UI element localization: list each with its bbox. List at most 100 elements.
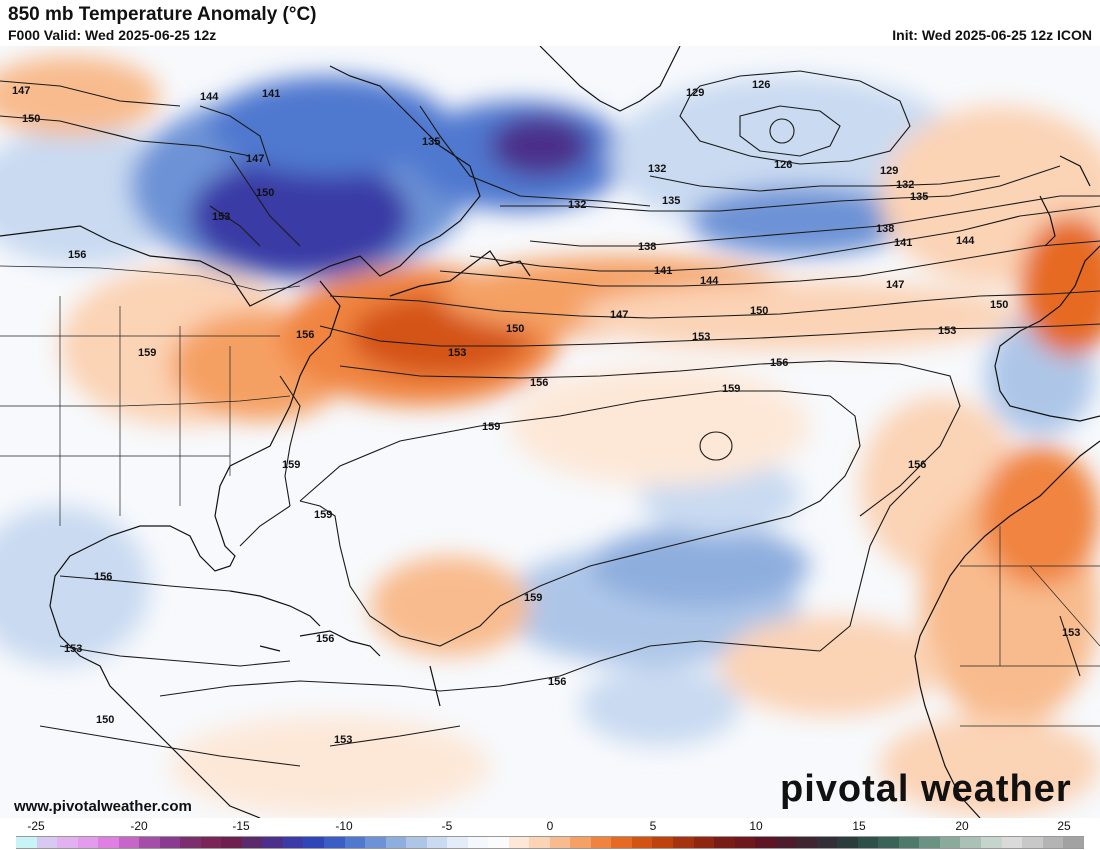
contour-label: 132 bbox=[648, 163, 666, 175]
contour-label: 156 bbox=[770, 357, 788, 369]
contour-label: 156 bbox=[530, 377, 548, 389]
contour-label: 141 bbox=[262, 88, 280, 100]
colorbar-swatch bbox=[611, 837, 632, 848]
colorbar-swatch bbox=[118, 837, 140, 848]
colorbar-swatch bbox=[673, 837, 694, 848]
contour-label: 138 bbox=[638, 241, 656, 253]
colorbar-swatch bbox=[878, 837, 899, 848]
contour-label: 159 bbox=[482, 421, 500, 433]
colorbar-swatch bbox=[734, 837, 756, 848]
colorbar-swatch bbox=[796, 837, 817, 848]
valid-time-label: F000 Valid: Wed 2025-06-25 12z bbox=[8, 27, 217, 43]
colorbar-swatch bbox=[1042, 837, 1064, 848]
colorbar-swatch bbox=[775, 837, 797, 848]
colorbar-swatch bbox=[385, 837, 407, 848]
init-time-label: Init: Wed 2025-06-25 12z ICON bbox=[892, 27, 1092, 43]
contour-label: 159 bbox=[524, 592, 542, 604]
colorbar-swatch bbox=[1063, 837, 1084, 848]
colorbar-swatch bbox=[1001, 837, 1023, 848]
colorbar-swatch bbox=[139, 837, 160, 848]
colorbar-swatch bbox=[36, 837, 58, 848]
contour-label: 156 bbox=[94, 571, 112, 583]
colorbar-swatch bbox=[303, 837, 324, 848]
colorbar-swatch bbox=[221, 837, 242, 848]
contour-label: 150 bbox=[750, 305, 768, 317]
colorbar-swatch bbox=[180, 837, 201, 848]
contour-label: 147 bbox=[246, 153, 264, 165]
map-header: 850 mb Temperature Anomaly (°C) F000 Val… bbox=[0, 0, 1100, 46]
colorbar-swatch bbox=[714, 837, 735, 848]
contour-labels: 147 150 144 141 147 150 153 135 156 132 … bbox=[12, 79, 1080, 746]
contour-label: 126 bbox=[774, 159, 792, 171]
contour-label: 129 bbox=[686, 87, 704, 99]
contour-label: 153 bbox=[212, 211, 230, 223]
contour-label: 153 bbox=[1062, 627, 1080, 639]
colorbar-label: 5 bbox=[649, 819, 657, 833]
colorbar-swatch bbox=[960, 837, 981, 848]
colorbar-swatch bbox=[406, 837, 427, 848]
colorbar-swatch bbox=[693, 837, 715, 848]
contour-label: 153 bbox=[334, 734, 352, 746]
height-contours bbox=[0, 70, 1100, 767]
contour-label: 141 bbox=[894, 237, 912, 249]
colorbar-swatch bbox=[16, 837, 37, 848]
anomaly-shading bbox=[0, 56, 1100, 816]
colorbar-strip bbox=[16, 836, 1084, 849]
contour-label: 156 bbox=[316, 633, 334, 645]
map-title: 850 mb Temperature Anomaly (°C) bbox=[8, 4, 317, 25]
contour-label: 153 bbox=[692, 331, 710, 343]
colorbar-label: -15 bbox=[232, 819, 250, 833]
contour-label: 135 bbox=[910, 191, 928, 203]
colorbar-swatch bbox=[857, 837, 879, 848]
contour-label: 138 bbox=[876, 223, 894, 235]
colorbar-label: 15 bbox=[852, 819, 866, 833]
colorbar-swatch bbox=[200, 837, 222, 848]
contour-label: 144 bbox=[700, 275, 719, 287]
colorbar-label: -10 bbox=[335, 819, 353, 833]
contour-label: 159 bbox=[722, 383, 740, 395]
colorbar-swatch bbox=[344, 837, 366, 848]
borders bbox=[0, 265, 1100, 727]
colorbar-label: 0 bbox=[546, 819, 554, 833]
colorbar-label: 10 bbox=[749, 819, 763, 833]
contour-label: 147 bbox=[886, 279, 904, 291]
contour-label: 156 bbox=[68, 249, 86, 261]
contour-label: 144 bbox=[200, 91, 219, 103]
colorbar-swatch bbox=[816, 837, 838, 848]
colorbar-swatch bbox=[1022, 837, 1043, 848]
contour-label: 147 bbox=[12, 85, 30, 97]
colorbar-swatch bbox=[365, 837, 386, 848]
colorbar-swatch bbox=[282, 837, 304, 848]
colorbar-label: -25 bbox=[27, 819, 45, 833]
contour-label: 150 bbox=[506, 323, 524, 335]
colorbar-swatch bbox=[57, 837, 78, 848]
contour-label: 156 bbox=[908, 459, 926, 471]
colorbar-label: 20 bbox=[955, 819, 969, 833]
contour-label: 156 bbox=[296, 329, 314, 341]
colorbar-swatch bbox=[241, 837, 263, 848]
contour-label: 159 bbox=[314, 509, 332, 521]
colorbar-swatch bbox=[898, 837, 920, 848]
contour-label: 147 bbox=[610, 309, 628, 321]
contour-label: 150 bbox=[990, 299, 1008, 311]
website-credit: www.pivotalweather.com bbox=[14, 798, 192, 815]
colorbar-swatch bbox=[529, 837, 550, 848]
colorbar-swatch bbox=[919, 837, 940, 848]
contour-label: 141 bbox=[654, 265, 672, 277]
colorbar-swatch bbox=[426, 837, 448, 848]
contour-label: 156 bbox=[548, 676, 566, 688]
colorbar-swatch bbox=[939, 837, 961, 848]
contour-label: 153 bbox=[938, 325, 956, 337]
colorbar-swatch bbox=[652, 837, 673, 848]
colorbar-swatch bbox=[549, 837, 571, 848]
contour-label: 153 bbox=[64, 643, 82, 655]
contour-label: 132 bbox=[568, 199, 586, 211]
brand-logo: pivotal weather bbox=[780, 768, 1072, 810]
contour-label: 132 bbox=[896, 179, 914, 191]
colorbar-label: 25 bbox=[1057, 819, 1071, 833]
colorbar-label: -5 bbox=[441, 819, 453, 833]
contour-label: 135 bbox=[422, 136, 440, 148]
colorbar-swatch bbox=[447, 837, 468, 848]
colorbar-swatch bbox=[467, 837, 489, 848]
colorbar-swatch bbox=[488, 837, 509, 848]
